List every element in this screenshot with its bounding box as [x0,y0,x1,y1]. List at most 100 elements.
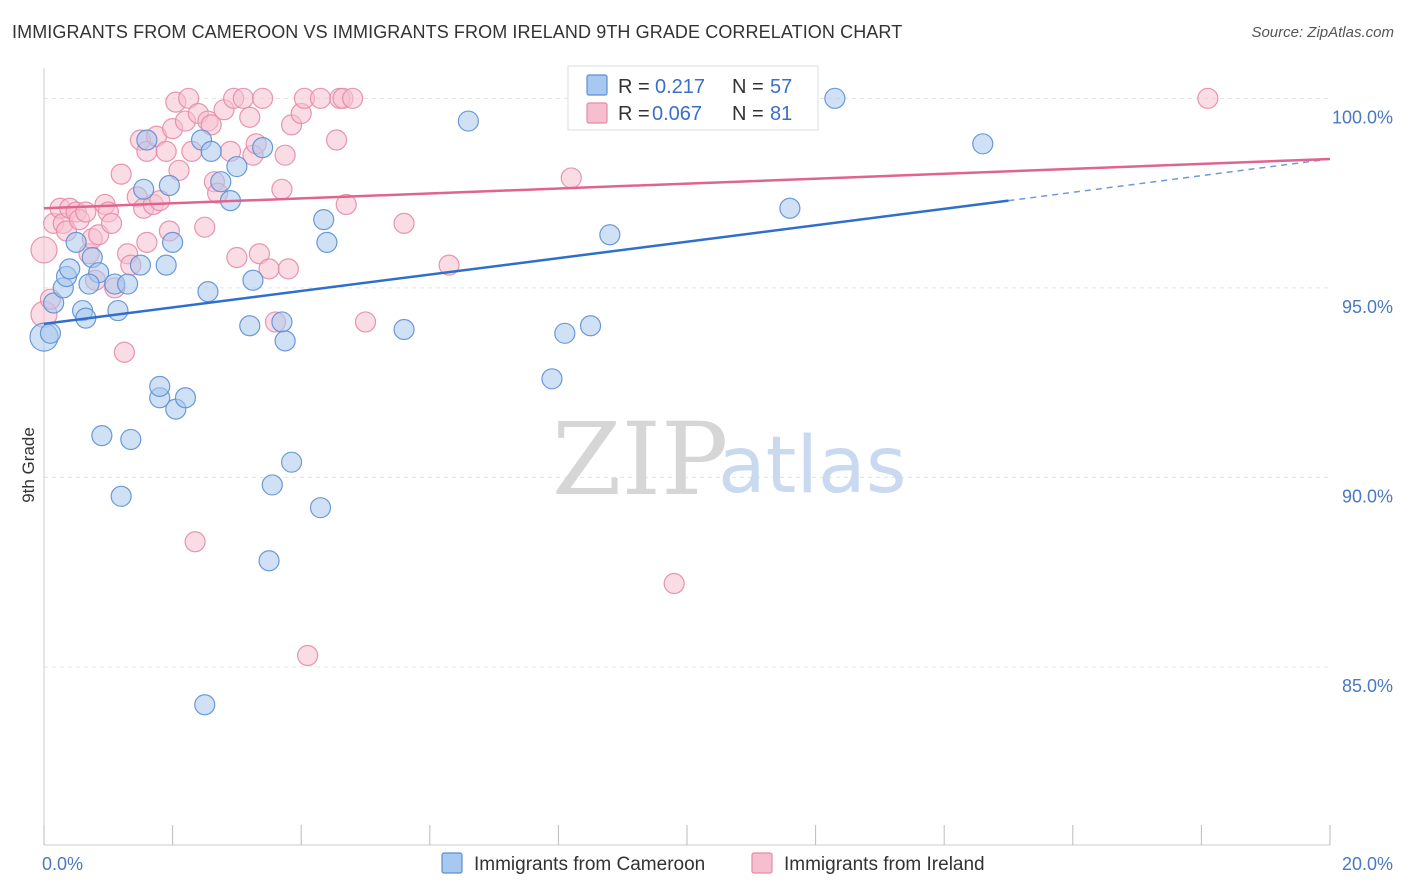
point-cameroon-51 [599,224,621,246]
point-cameroon-34 [226,155,248,178]
chart-title: IMMIGRANTS FROM CAMEROON VS IMMIGRANTS F… [12,22,903,42]
legend-swatch-cameroon [586,74,608,96]
y-tick-label: 90.0% [1342,486,1393,506]
trend-line-cameroon [43,199,1009,326]
point-cameroon-37 [252,136,274,159]
point-cameroon-46 [393,318,415,341]
point-cameroon-40 [271,311,293,333]
point-ireland-51 [239,106,261,128]
watermark-zip: ZIP [552,401,728,518]
point-ireland-31 [155,140,177,162]
point-cameroon-18 [129,254,152,276]
point-cameroon-52 [779,197,801,219]
point-ireland-76 [1197,87,1219,109]
point-ireland-72 [393,212,415,234]
point-cameroon-1 [39,322,62,344]
point-ireland-37 [178,87,200,109]
point-ireland-60 [277,258,299,280]
point-cameroon-2 [43,292,65,314]
watermark-atlas: atlas [718,421,907,511]
point-ireland-64 [297,644,319,667]
point-cameroon-39 [261,474,283,496]
point-cameroon-11 [78,273,100,295]
point-cameroon-53 [824,87,846,109]
point-ireland-71 [354,311,377,333]
legend-r-value-ireland: 0.067 [652,103,702,125]
y-tick-label: 85.0% [1342,676,1393,696]
point-cameroon-50 [579,315,602,337]
point-cameroon-22 [149,375,171,397]
point-ireland-30 [149,190,171,212]
stats-legend: R = 0.217 N = 57 R = 0.067 N = 81 [567,65,819,131]
point-cameroon-13 [107,299,129,322]
point-cameroon-54 [972,133,994,155]
point-ireland-39 [184,531,206,553]
point-cameroon-42 [280,451,303,473]
point-cameroon-20 [136,129,158,151]
point-ireland-65 [309,87,332,109]
axes: 100.0% 95.0% 90.0% 85.0% 0.0% 20.0% [42,68,1393,874]
series-legend-swatch-cameroon [441,852,463,874]
point-cameroon-17 [120,428,142,451]
point-cameroon-36 [242,269,264,291]
point-ireland-41 [194,216,216,238]
point-cameroon-38 [258,550,280,572]
data-points [29,87,1219,716]
legend-n-value-cameroon: 57 [770,76,792,98]
legend-swatch-ireland [586,102,608,124]
trend-line-ireland [43,157,1331,210]
legend-n-label-ireland: N = [732,103,764,125]
legend-box [567,65,819,131]
point-ireland-59 [274,144,296,166]
point-cameroon-49 [554,322,576,344]
legend-r-value-cameroon: 0.217 [655,76,705,98]
point-ireland-74 [560,167,582,189]
series-legend: Immigrants from Cameroon Immigrants from… [441,852,985,875]
point-ireland-10 [75,201,97,223]
x-tick-label: 20.0% [1342,854,1393,874]
point-ireland-49 [226,246,248,269]
point-cameroon-29 [194,694,216,716]
point-ireland-54 [248,243,271,265]
point-cameroon-43 [309,497,332,519]
point-cameroon-23 [155,254,177,276]
point-cameroon-15 [91,425,113,447]
point-cameroon-44 [313,209,335,231]
point-ireland-75 [663,572,685,595]
legend-n-label-cameroon: N = [732,76,764,98]
legend-n-value-ireland: 81 [770,103,792,125]
point-ireland-19 [110,163,132,185]
legend-r-label-ireland: R = [618,103,650,125]
point-cameroon-45 [316,231,338,253]
point-ireland-73 [438,254,460,276]
point-cameroon-25 [162,231,184,253]
point-cameroon-48 [541,368,563,390]
x-tick-label: 0.0% [42,854,83,874]
watermark: ZIP atlas [552,401,907,518]
source-label: Source: ZipAtlas.com [1251,24,1394,41]
point-ireland-58 [271,178,293,200]
point-ireland-27 [136,231,158,253]
point-ireland-70 [342,87,364,109]
trend-lines [43,157,1331,326]
y-tick-label: 95.0% [1342,297,1393,317]
point-cameroon-41 [274,330,296,352]
point-ireland-20 [113,341,135,363]
point-ireland-66 [325,129,348,151]
point-cameroon-27 [174,387,197,409]
point-ireland-17 [100,212,123,234]
point-cameroon-47 [457,110,479,132]
point-cameroon-32 [210,171,232,193]
y-axis-title: 9th Grade [19,427,38,503]
point-cameroon-5 [59,258,81,280]
point-cameroon-14 [116,273,139,295]
series-legend-swatch-ireland [751,852,773,874]
point-ireland-0 [30,236,58,264]
point-cameroon-30 [197,281,219,303]
point-cameroon-24 [158,174,180,197]
point-ireland-69 [335,193,357,216]
point-cameroon-35 [239,315,261,337]
point-ireland-55 [252,87,274,109]
legend-r-label-cameroon: R = [618,76,650,98]
